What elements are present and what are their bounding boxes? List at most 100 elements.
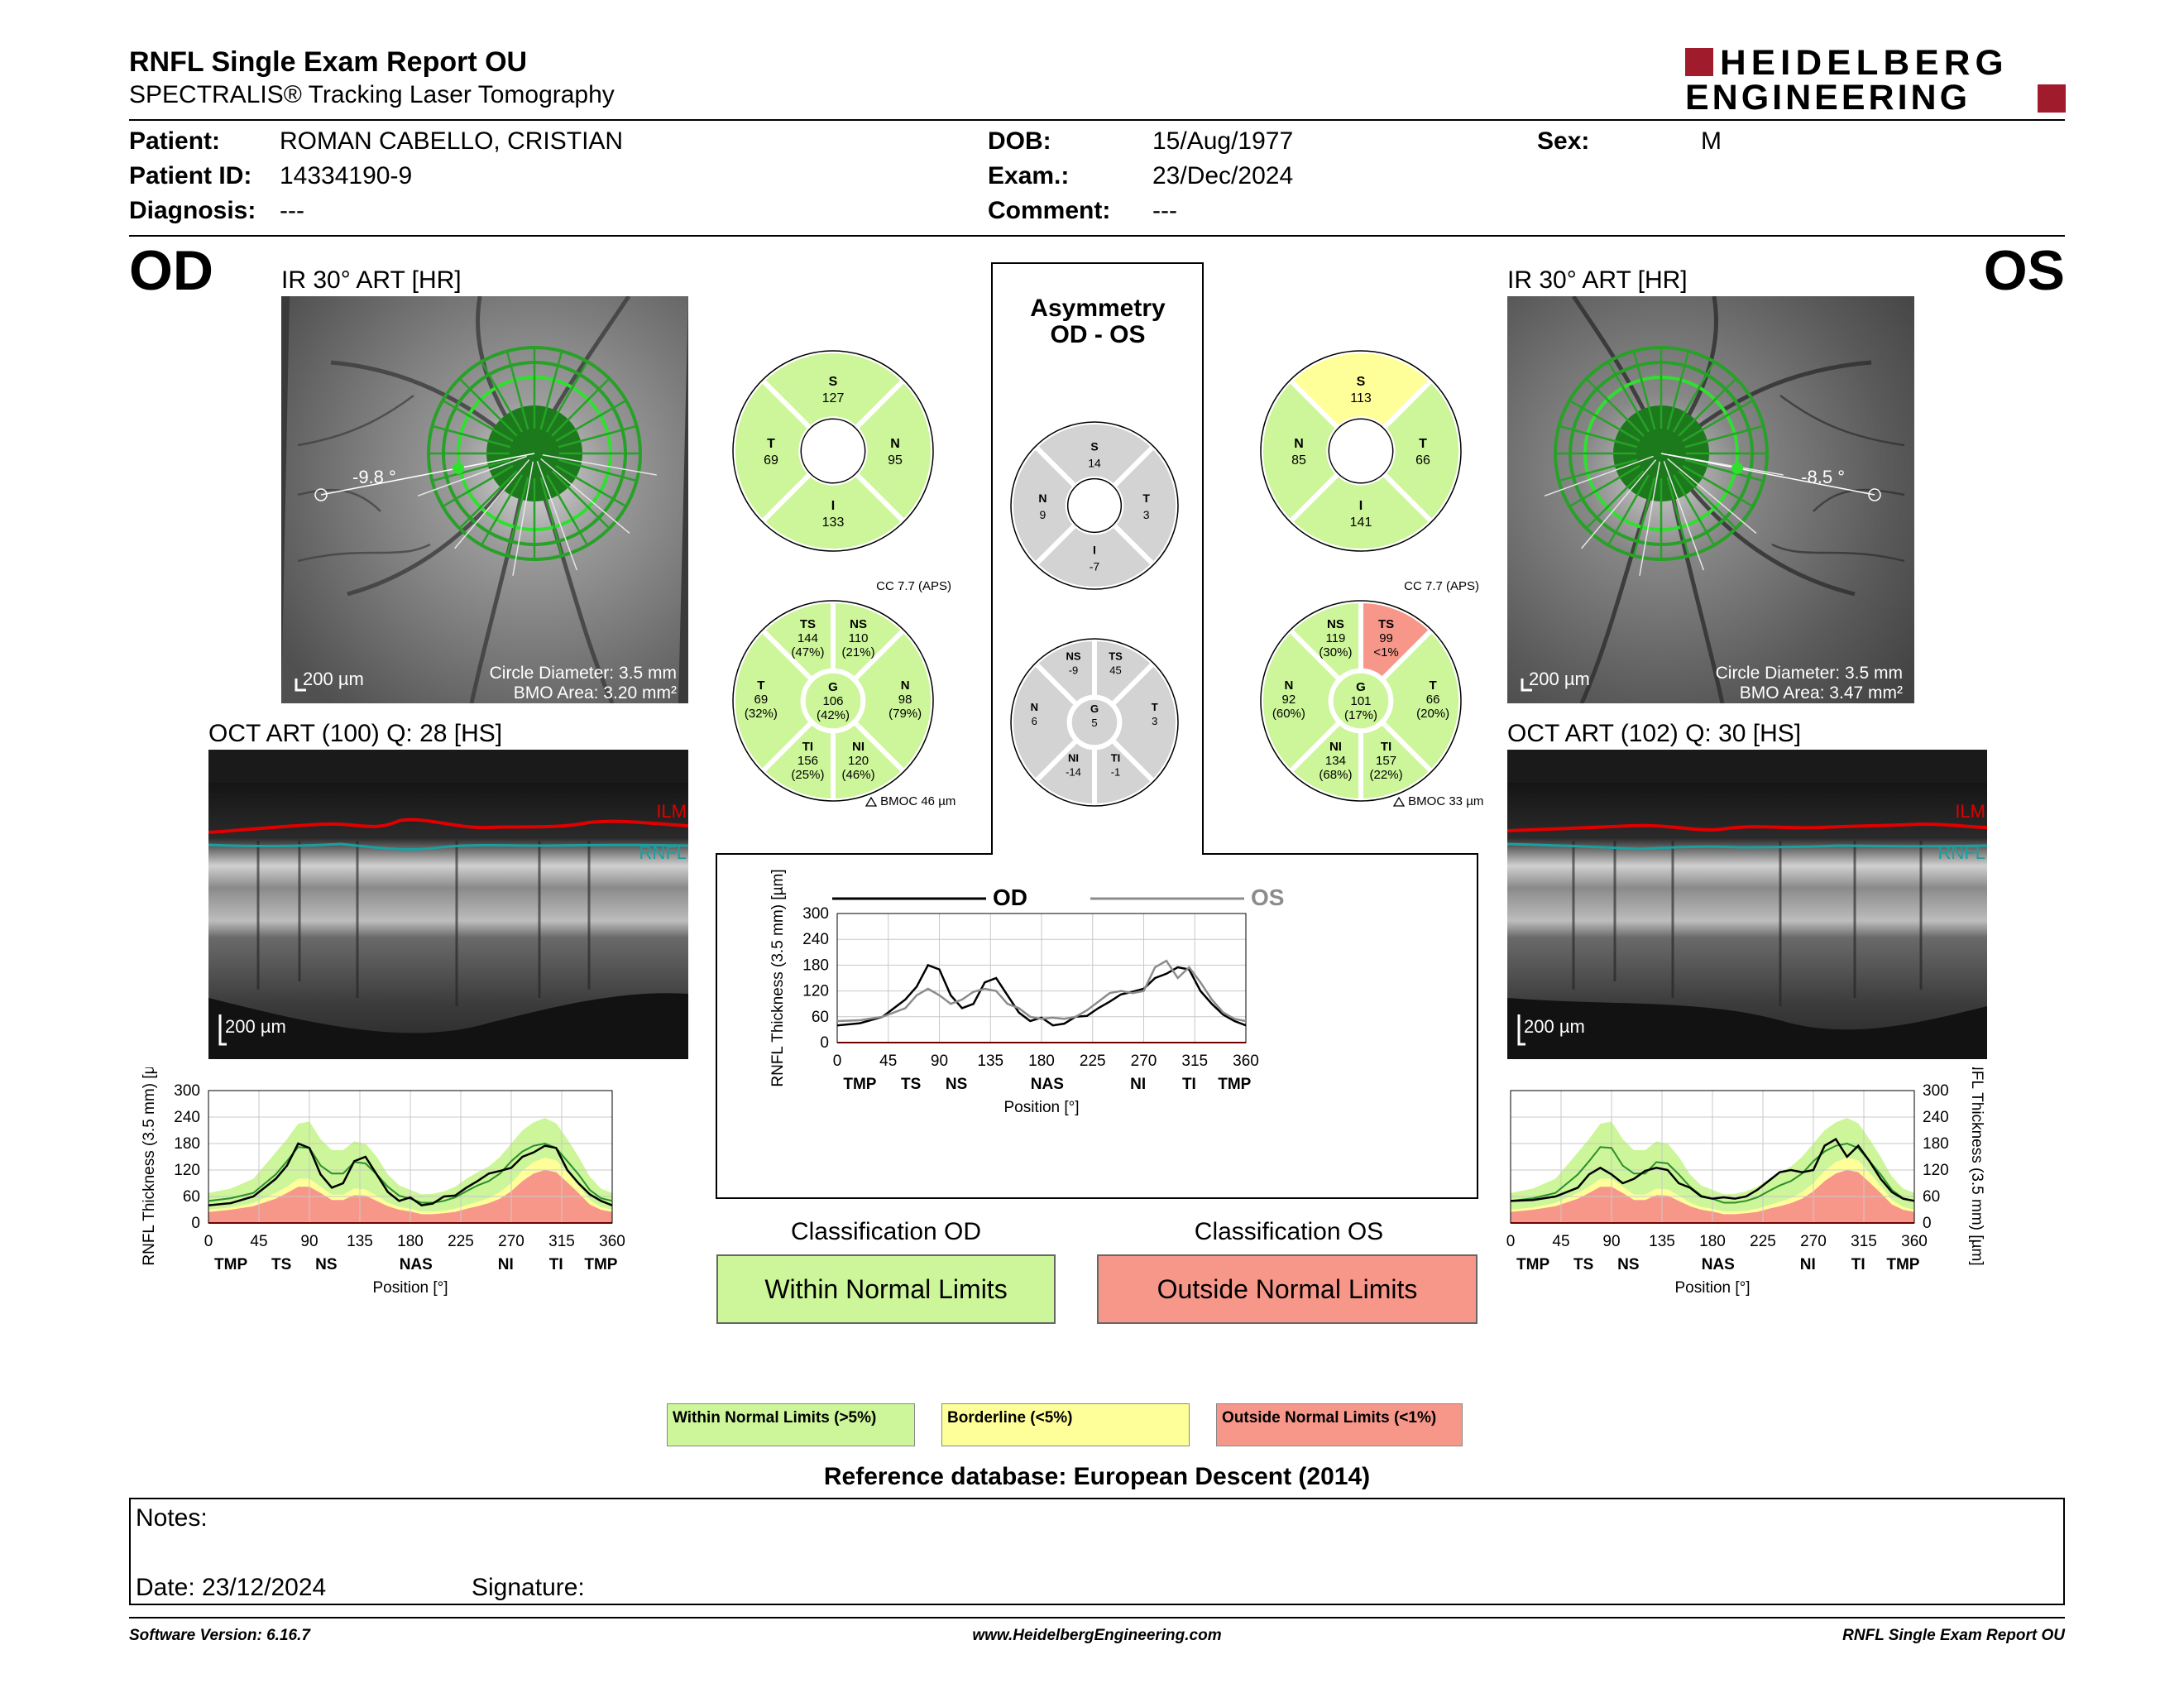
x-tick-label: 90 [300,1233,318,1250]
od-oct-title: OCT ART (100) Q: 28 [HS] [208,720,503,747]
scan-spoke [1684,458,1764,482]
plot-frame [836,913,1247,1043]
legend-wnl-label: Within Normal Limits (>5%) [673,1409,877,1427]
os-oct-title: OCT ART (102) Q: 30 [HS] [1507,720,1802,747]
legend-borderline: Borderline (<5%) [941,1403,1190,1446]
y-tick-label: 180 [802,957,829,974]
sector-value: 119 [1325,631,1345,645]
os-circle-diameter: Circle Diameter: 3.5 mm [1716,664,1903,683]
sector-value: 69 [754,693,769,707]
sector-label: NS [1066,650,1080,662]
sector-value: 92 [1282,693,1296,707]
sector-axis-label: TS [901,1076,921,1093]
scan-spoke [1684,424,1764,448]
x-tick-label: 225 [1750,1233,1776,1250]
x-tick-label: 45 [1552,1233,1569,1250]
scan-spoke [1607,361,1650,433]
y-tick-label: 60 [183,1188,200,1206]
od-eye-label: OD [129,239,213,302]
scan-spoke [558,424,637,448]
sector-outline [732,600,934,802]
scan-spoke [1544,455,1654,497]
os-scale-icon [1521,679,1532,692]
notes-box[interactable]: Notes: Date: 23/12/2024 Signature: [129,1498,2065,1605]
x-tick-label: 180 [397,1233,424,1250]
sector-axis-label: TMP [1886,1256,1919,1273]
scan-spoke [545,361,589,433]
os-classification-box: Outside Normal Limits [1097,1254,1478,1324]
od-bmo-area: BMO Area: 3.20 mm² [514,683,677,703]
x-tick-label: 45 [250,1233,267,1250]
legend-onl-label: Outside Normal Limits (<1%) [1222,1409,1437,1427]
sex-value: M [1701,127,1722,155]
x-tick-label: 270 [498,1233,524,1250]
sector-label: TI [802,740,813,754]
os-bmo-area: BMO Area: 3.47 mm² [1740,683,1903,703]
od-scale-icon [295,679,306,692]
x-tick-label: 45 [879,1053,897,1070]
quadrant-center [1328,418,1394,484]
patient-id: 14334190-9 [280,162,413,189]
scan-spoke [1585,470,1645,530]
x-tick-label: 315 [548,1233,575,1250]
sector-percent: (20%) [1416,707,1449,721]
quadrant-label: I [831,499,835,513]
x-tick-label: 135 [347,1233,373,1250]
od-quadrant-chart: S 127 N 95 I 133 T 69 [731,349,935,553]
quadrant-label: N [1038,492,1046,505]
os-scale: 200 µm [1529,669,1590,689]
series-line-OS [836,959,1247,1023]
sector-axis-label: NI [1130,1076,1146,1093]
y-tick-label: 120 [1923,1162,1949,1179]
sector-label: TS [1378,617,1394,631]
y-tick-label: 0 [191,1215,200,1232]
report-subtitle: SPECTRALIS® Tracking Laser Tomography [129,81,615,108]
scan-spoke [539,351,563,430]
x-tick-label: 270 [1131,1053,1157,1070]
legend-wnl: Within Normal Limits (>5%) [667,1403,915,1446]
scan-spoke [1581,459,1657,549]
scan-spoke [558,458,637,482]
scan-spoke [1569,464,1640,508]
sector-axis-label: TI [1182,1076,1196,1093]
date-label: Date: 23/12/2024 [136,1574,327,1601]
asym-sector-chart: TS 45 T 3 TI-1 NI-14 N 6 NS -9 G 5 [1009,637,1180,808]
quadrant-value: 14 [1088,456,1101,469]
report-title: RNFL Single Exam Report OU [129,46,528,78]
y-tick-label: 240 [1923,1109,1949,1126]
quadrant-value: 9 [1039,508,1046,521]
sector-global-value: 106 [822,694,843,708]
sector-label: T [757,679,764,693]
quadrant-value: 133 [822,516,845,530]
sector-label: TS [1109,650,1123,662]
x-tick-label: 90 [1602,1233,1620,1250]
scan-spoke [542,453,657,476]
sector-value: 6 [1032,715,1037,727]
quadrant-value: 66 [1415,453,1430,468]
sector-value: 66 [1426,693,1440,707]
sector-label: T [1430,679,1437,693]
notes-label: Notes: [136,1504,208,1532]
scan-spoke [480,361,524,433]
sector-axis-label: TMP [1516,1256,1549,1273]
od-angle: -9.8 ° [352,467,396,487]
x-tick-label: 225 [1080,1053,1106,1070]
bmoc-triangle-icon [864,796,878,807]
quadrant-center [1066,477,1123,534]
scan-spoke [536,461,578,571]
od-classification-value: Within Normal Limits [764,1273,1008,1304]
sector-value: 156 [797,754,818,768]
scan-spoke [505,351,529,430]
scan-spoke [442,399,514,443]
exam-date: 23/Dec/2024 [1152,162,1294,189]
header-divider [129,119,2065,121]
sector-axis-label: TS [1573,1256,1593,1273]
asymmetry-subtitle: OD - OS [1050,321,1146,348]
sector-percent: (60%) [1272,707,1305,721]
y-tick-label: 120 [802,983,829,1000]
y-tick-label: 240 [174,1109,200,1126]
website-link[interactable]: www.HeidelbergEngineering.com [972,1627,1222,1644]
sector-axis-label: TMP [584,1256,617,1273]
y-tick-label: 0 [820,1034,829,1052]
